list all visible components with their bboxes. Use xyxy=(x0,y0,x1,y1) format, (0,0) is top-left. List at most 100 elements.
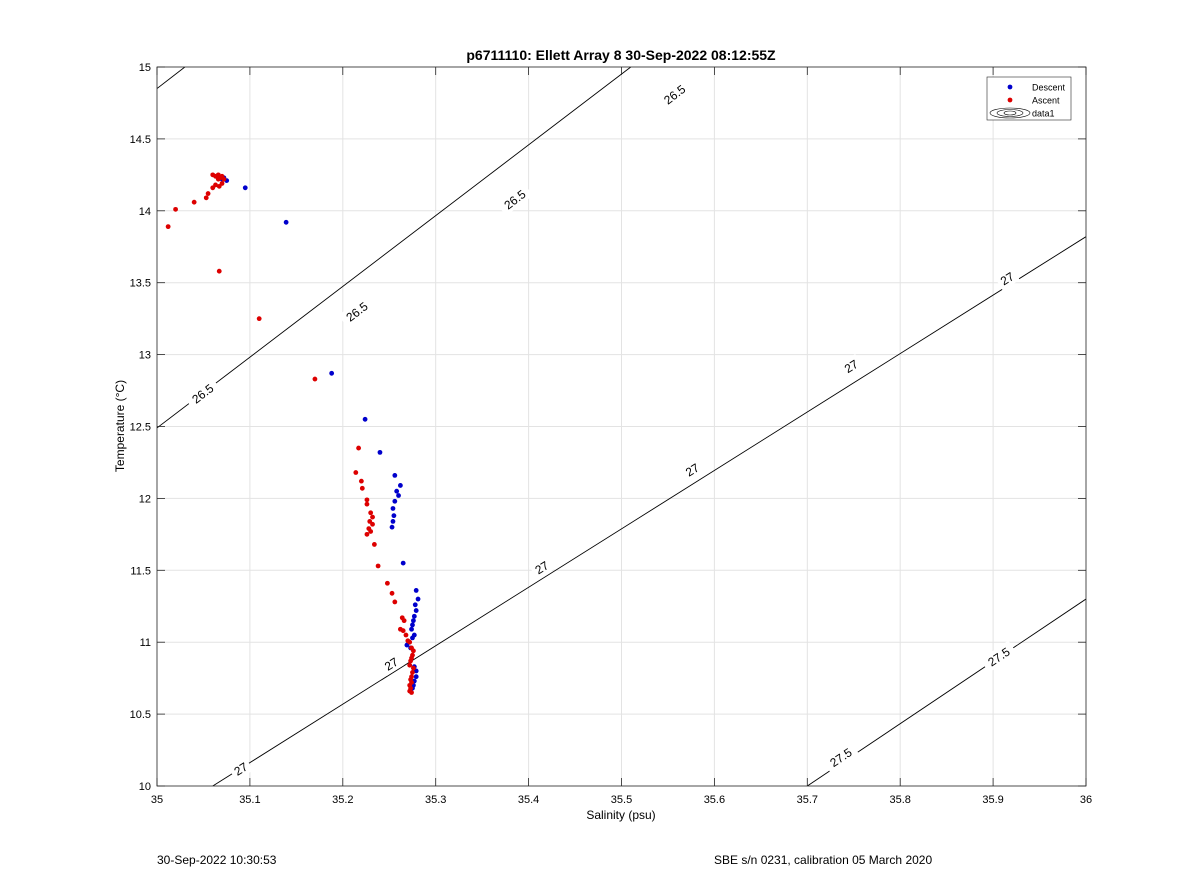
x-tick-label: 35 xyxy=(151,794,163,806)
ascent-point xyxy=(216,268,222,274)
ascent-point xyxy=(408,658,414,664)
ascent-point xyxy=(165,224,171,230)
y-tick-label: 12 xyxy=(139,493,151,505)
descent-point xyxy=(409,626,414,632)
descent-point xyxy=(415,596,421,602)
series-ascent xyxy=(165,172,416,695)
ascent-point xyxy=(205,191,211,196)
y-axis-label: Temperature (°C) xyxy=(113,380,127,472)
descent-point xyxy=(411,618,416,624)
x-tick-label: 35.8 xyxy=(889,794,910,806)
ascent-point xyxy=(364,531,370,537)
density-contour-26.5 xyxy=(157,67,632,429)
ascent-point xyxy=(371,542,377,547)
descent-point xyxy=(362,416,368,422)
x-tick-label: 36 xyxy=(1080,794,1092,806)
contour-label-bg xyxy=(227,756,254,781)
descent-point xyxy=(390,519,396,524)
y-tick-label: 12.5 xyxy=(130,422,151,434)
ascent-point xyxy=(203,195,209,201)
footer-timestamp: 30-Sep-2022 10:30:53 xyxy=(157,853,277,867)
legend-marker-data1 xyxy=(1003,110,1017,116)
y-tick-label: 11.5 xyxy=(130,565,151,577)
descent-point xyxy=(410,635,415,641)
x-tick-label: 35.6 xyxy=(704,794,725,806)
descent-point xyxy=(413,608,419,613)
legend: Descent Ascent data1 xyxy=(986,76,1072,121)
ascent-point xyxy=(401,618,407,624)
x-axis-label: Salinity (psu) xyxy=(586,808,655,822)
chart-title: p6711110: Ellett Array 8 30-Sep-2022 08:… xyxy=(466,47,776,63)
x-tick-label: 35.7 xyxy=(797,794,818,806)
ascent-point xyxy=(356,445,361,451)
ascent-point xyxy=(370,514,375,520)
ascent-point xyxy=(173,206,178,212)
contour-label-bg xyxy=(338,294,376,329)
y-tick-label: 11 xyxy=(140,637,151,649)
descent-point xyxy=(391,513,397,519)
contour-label-bg xyxy=(980,640,1018,673)
ascent-point xyxy=(411,665,416,671)
ascent-point xyxy=(312,376,318,382)
legend-label-ascent: Ascent xyxy=(1032,96,1060,106)
ascent-point xyxy=(219,181,225,186)
descent-point xyxy=(410,622,415,628)
ascent-point xyxy=(256,316,262,322)
legend-label-data1: data1 xyxy=(1032,109,1055,119)
x-tick-label: 35.3 xyxy=(425,794,446,806)
descent-point xyxy=(329,370,335,376)
y-tick-label: 10 xyxy=(139,781,151,793)
x-tick-label: 35.5 xyxy=(611,794,632,806)
legend-box xyxy=(986,76,1072,121)
descent-point xyxy=(390,506,396,511)
ascent-point xyxy=(389,590,395,596)
descent-point xyxy=(411,613,417,619)
descent-point xyxy=(392,472,398,478)
ascent-point xyxy=(409,690,414,695)
legend-marker-descent xyxy=(1007,84,1013,90)
ascent-point xyxy=(210,172,216,178)
ascent-point xyxy=(191,199,197,205)
contour-label-bg xyxy=(378,651,404,676)
ascent-point xyxy=(368,529,374,534)
ascent-point xyxy=(368,510,374,516)
descent-point xyxy=(400,560,406,566)
legend-marker-data1 xyxy=(996,109,1024,117)
descent-point xyxy=(412,602,418,608)
y-tick-label: 14.5 xyxy=(130,134,151,146)
descent-point xyxy=(377,449,383,455)
ascent-point xyxy=(364,497,370,503)
contour-label-bg xyxy=(679,457,705,482)
ascent-point xyxy=(217,175,223,181)
y-tick-label: 15 xyxy=(139,62,151,74)
y-tick-label: 13 xyxy=(139,350,151,362)
descent-point xyxy=(389,524,395,530)
contour-label-bg xyxy=(496,182,534,216)
y-tick-label: 13.5 xyxy=(130,278,151,290)
footer-calibration: SBE s/n 0231, calibration 05 March 2020 xyxy=(714,853,933,867)
ascent-point xyxy=(384,580,390,586)
ascent-point xyxy=(407,662,413,668)
density-contour-27 xyxy=(212,236,1086,786)
x-tick-label: 35.9 xyxy=(982,794,1003,806)
ascent-point xyxy=(411,648,416,654)
x-tick-label: 35.4 xyxy=(518,794,539,806)
ascent-point xyxy=(370,521,375,527)
legend-marker-data1 xyxy=(989,107,1031,119)
contour-label-bg xyxy=(838,354,864,379)
contour-label-bg xyxy=(656,77,693,111)
ascent-point xyxy=(400,628,406,634)
ascent-point xyxy=(359,485,365,491)
ascent-point xyxy=(213,182,218,188)
legend-label-descent: Descent xyxy=(1032,83,1066,93)
y-tick-label: 14 xyxy=(139,206,151,218)
ascent-point xyxy=(353,470,359,475)
contour-label-bg xyxy=(184,376,221,411)
descent-point xyxy=(392,498,398,504)
ascent-point xyxy=(358,478,364,484)
x-tick-label: 35.1 xyxy=(239,794,260,806)
descent-point xyxy=(396,493,401,498)
legend-marker-ascent xyxy=(1007,97,1013,103)
ascent-point xyxy=(410,669,415,675)
